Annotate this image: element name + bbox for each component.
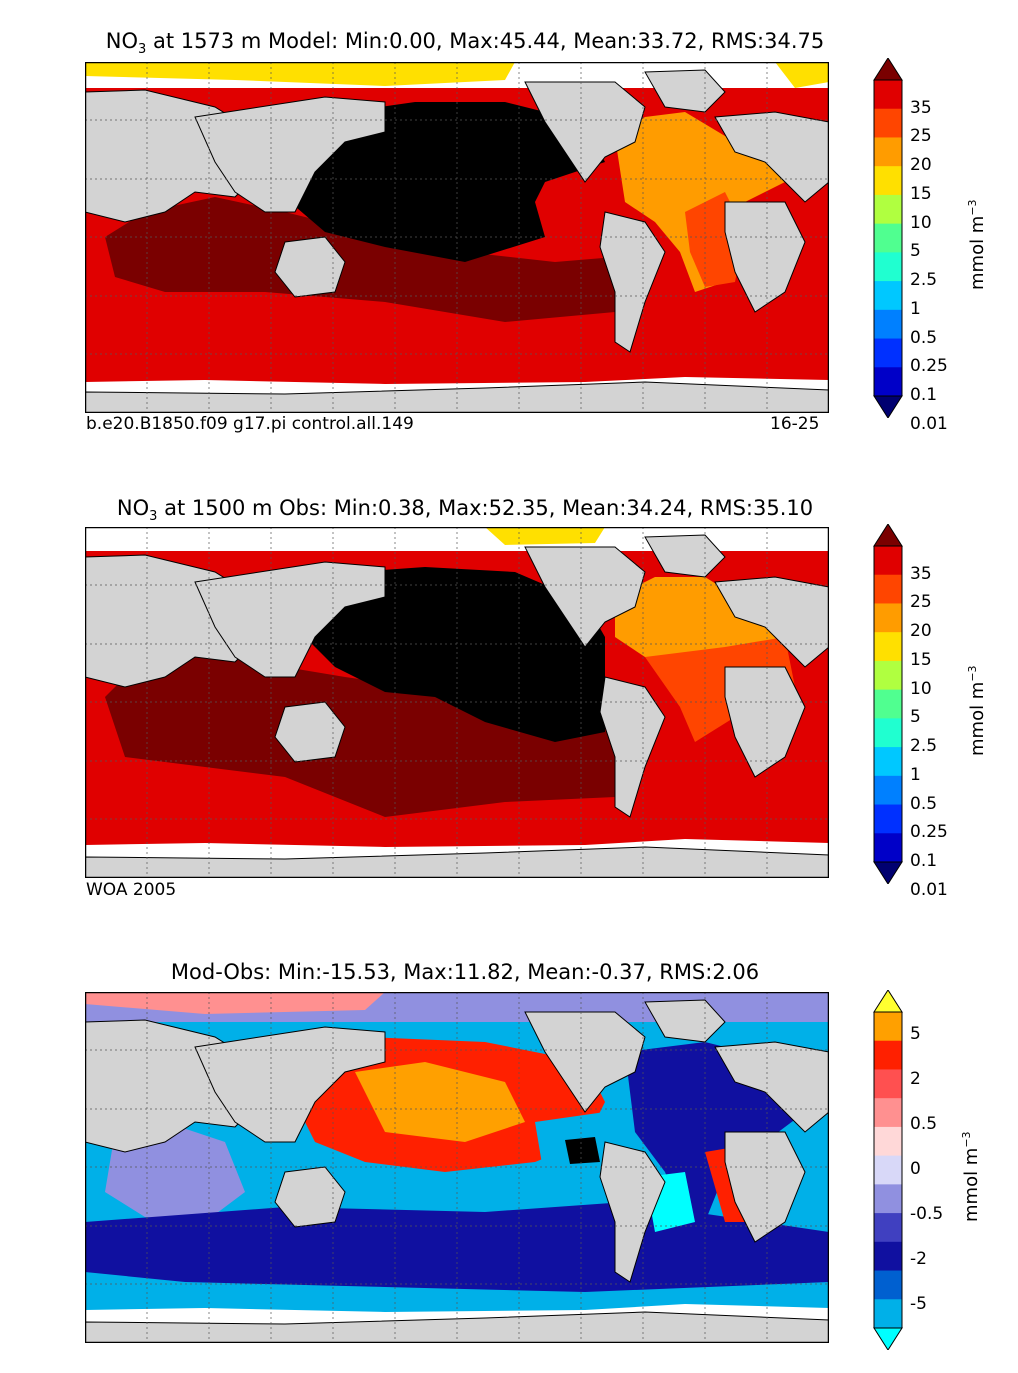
colorbar-segment bbox=[874, 108, 902, 138]
colorbar-segment bbox=[874, 1126, 902, 1157]
colorbar-tick-label: 35 bbox=[910, 563, 932, 584]
colorbar-segment bbox=[874, 546, 902, 576]
colorbar-tick-label: 1 bbox=[910, 764, 921, 785]
colorbar-segment bbox=[874, 833, 902, 863]
colorbar-segment bbox=[874, 747, 902, 777]
diff-colorbar bbox=[868, 989, 908, 1354]
obs-source: WOA 2005 bbox=[86, 880, 177, 900]
colorbar-tick-label: 20 bbox=[910, 621, 932, 642]
colorbar-segment bbox=[874, 367, 902, 397]
colorbar-tick-label: 0 bbox=[910, 1159, 921, 1179]
colorbar-tick-label: 2.5 bbox=[910, 736, 938, 757]
colorbar-segment bbox=[874, 1012, 902, 1042]
colorbar-tick-label: 15 bbox=[910, 649, 932, 670]
colorbar-extend-max bbox=[873, 523, 903, 547]
model-colorbar bbox=[868, 57, 908, 422]
colorbar-segment bbox=[874, 603, 902, 633]
colorbar-segment bbox=[874, 1069, 902, 1099]
colorbar-tick-label: 0.1 bbox=[910, 851, 938, 871]
colorbar-tick-label: 5 bbox=[910, 241, 921, 262]
colorbar-tick-label: 1 bbox=[910, 298, 921, 319]
obs-colorbar bbox=[868, 523, 908, 888]
obs-colorbar-unit: mmol m−3 bbox=[966, 665, 988, 756]
model-map bbox=[85, 62, 829, 413]
colorbar-segment bbox=[874, 689, 902, 719]
colorbar-segment bbox=[874, 309, 902, 340]
colorbar-segment bbox=[874, 137, 902, 167]
colorbar-extend-min bbox=[873, 1327, 903, 1351]
colorbar-segment bbox=[874, 1213, 902, 1243]
colorbar-segment bbox=[874, 775, 902, 806]
colorbar-extend-min bbox=[873, 395, 903, 419]
colorbar-tick-label: 0.5 bbox=[910, 1113, 938, 1134]
colorbar-segment bbox=[874, 166, 902, 196]
colorbar-segment bbox=[874, 80, 902, 110]
colorbar-extend-min bbox=[873, 861, 903, 885]
colorbar-segment bbox=[874, 1155, 902, 1185]
model-case-name: b.e20.B1850.f09 g17.pi control.all.149 bbox=[86, 414, 414, 434]
colorbar-segment bbox=[874, 223, 902, 253]
colorbar-tick-label: -2 bbox=[910, 1249, 927, 1270]
colorbar-tick-label: 0.1 bbox=[910, 385, 938, 405]
colorbar-tick-label: 10 bbox=[910, 212, 932, 233]
diff-colorbar-unit: mmol m−3 bbox=[960, 1131, 982, 1222]
colorbar-tick-label: 0.01 bbox=[910, 413, 948, 434]
colorbar-segment bbox=[874, 632, 902, 662]
colorbar-segment bbox=[874, 1241, 902, 1272]
colorbar-segment bbox=[874, 252, 902, 282]
colorbar-segment bbox=[874, 574, 902, 604]
colorbar-extend-max bbox=[873, 57, 903, 81]
obs-title: NO3 at 1500 m Obs: Min:0.38, Max:52.35, … bbox=[116, 496, 814, 525]
model-title: NO3 at 1573 m Model: Min:0.00, Max:45.44… bbox=[105, 29, 825, 58]
model-colorbar-unit: mmol m−3 bbox=[966, 199, 988, 290]
colorbar-tick-label: 20 bbox=[910, 155, 932, 176]
diff-map bbox=[85, 992, 829, 1343]
colorbar-segment bbox=[874, 338, 902, 368]
diff-title: Mod-Obs: Min:-15.53, Max:11.82, Mean:-0.… bbox=[170, 960, 760, 984]
colorbar-segment bbox=[874, 718, 902, 748]
colorbar-tick-label: 0.5 bbox=[910, 793, 938, 814]
colorbar-segment bbox=[874, 804, 902, 834]
colorbar-segment bbox=[874, 1299, 902, 1329]
colorbar-tick-label: 0.01 bbox=[910, 879, 948, 900]
colorbar-segment bbox=[874, 1040, 902, 1070]
colorbar-segment bbox=[874, 194, 902, 225]
model-years: 16-25 bbox=[770, 414, 820, 434]
colorbar-tick-label: 15 bbox=[910, 183, 932, 204]
colorbar-segment bbox=[874, 281, 902, 311]
colorbar-tick-label: 25 bbox=[910, 592, 932, 613]
colorbar-tick-label: 0.25 bbox=[910, 356, 948, 377]
colorbar-segment bbox=[874, 1098, 902, 1128]
obs-map bbox=[85, 527, 829, 878]
colorbar-tick-label: 2 bbox=[910, 1068, 921, 1089]
colorbar-tick-label: 0.5 bbox=[910, 327, 938, 348]
colorbar-tick-label: 5 bbox=[910, 1023, 921, 1044]
colorbar-tick-label: -5 bbox=[910, 1294, 927, 1315]
colorbar-tick-label: 10 bbox=[910, 678, 932, 699]
colorbar-tick-label: 2.5 bbox=[910, 270, 938, 291]
colorbar-segment bbox=[874, 1184, 902, 1214]
colorbar-tick-label: 25 bbox=[910, 126, 932, 147]
colorbar-segment bbox=[874, 1270, 902, 1300]
colorbar-tick-label: 35 bbox=[910, 97, 932, 118]
colorbar-segment bbox=[874, 660, 902, 691]
colorbar-tick-label: 5 bbox=[910, 707, 921, 728]
colorbar-tick-label: -0.5 bbox=[910, 1204, 944, 1225]
colorbar-tick-label: 0.25 bbox=[910, 822, 948, 843]
colorbar-extend-max bbox=[873, 989, 903, 1013]
